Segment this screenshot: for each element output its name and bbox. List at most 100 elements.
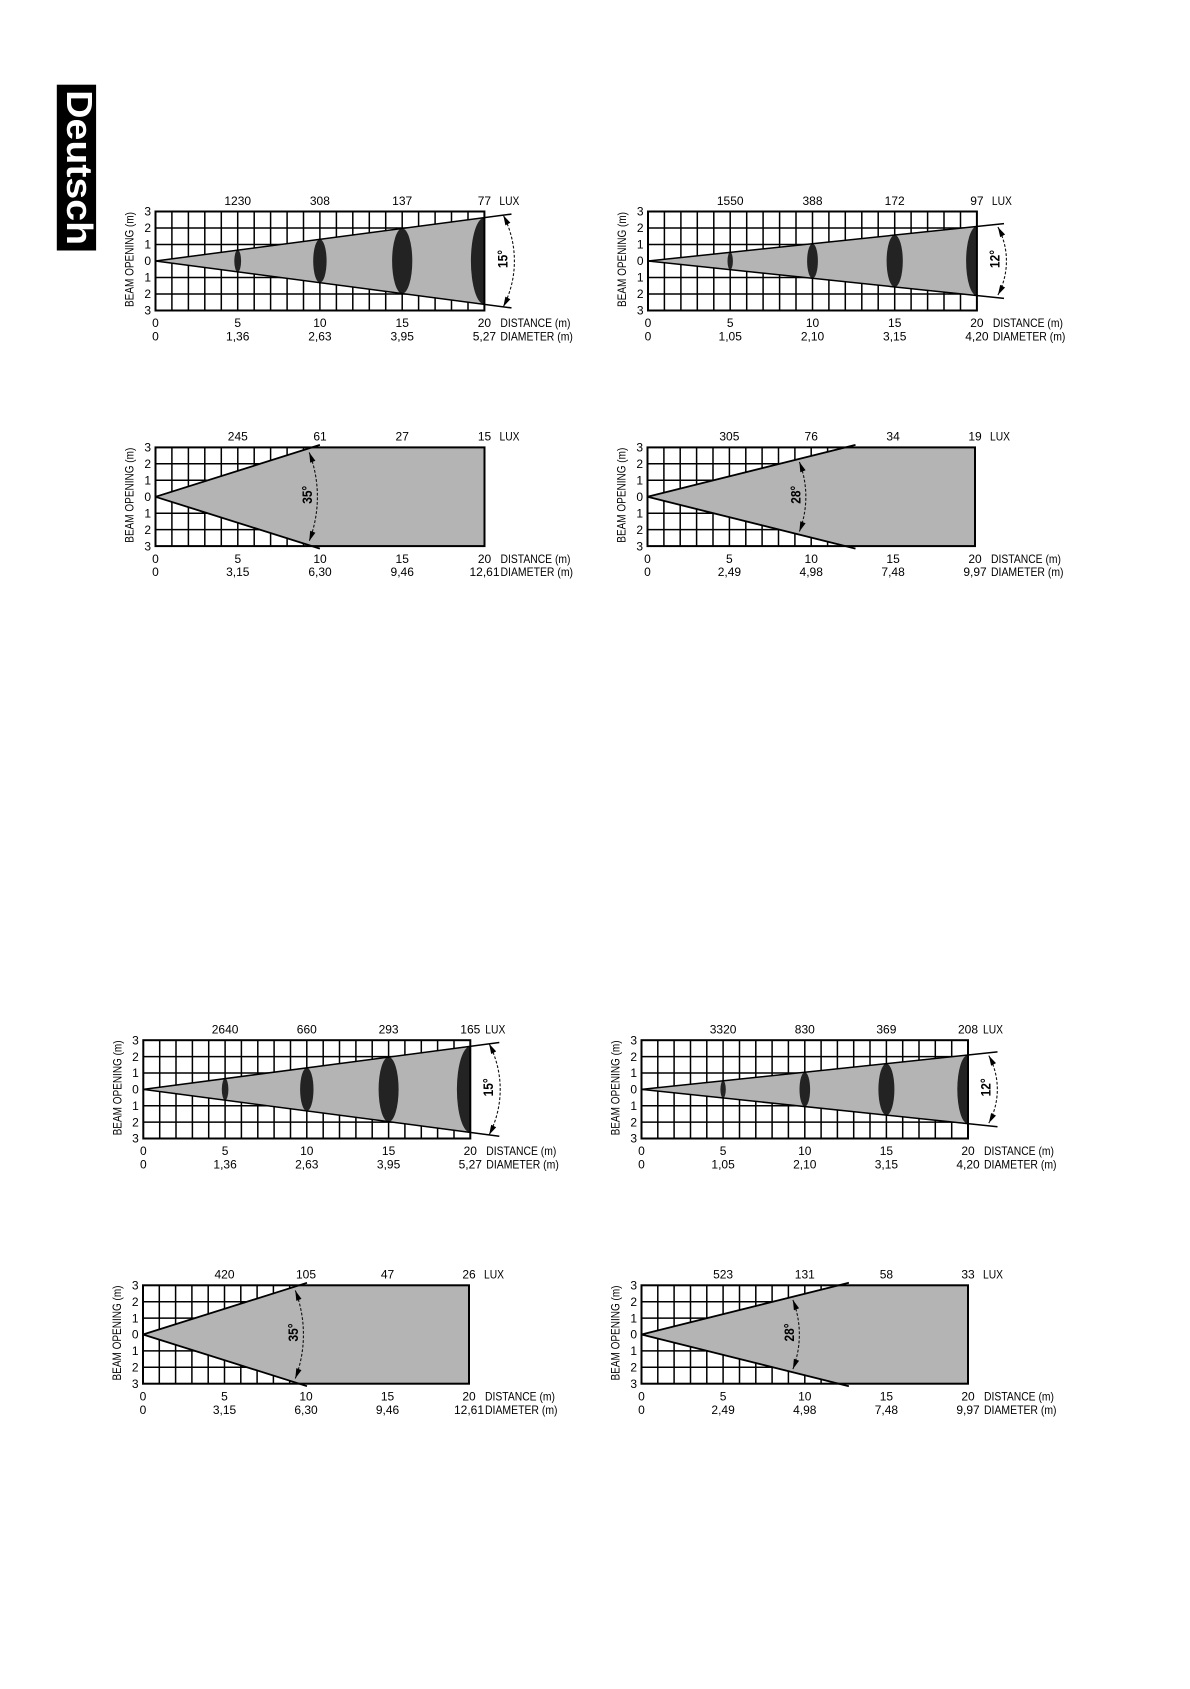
svg-text:369: 369 (876, 1023, 896, 1037)
svg-text:0: 0 (140, 1158, 147, 1172)
svg-text:0: 0 (637, 254, 644, 268)
svg-text:305: 305 (719, 430, 739, 444)
svg-text:420: 420 (214, 1268, 234, 1282)
svg-text:BEAM OPENING (m): BEAM OPENING (m) (123, 448, 137, 543)
svg-text:0: 0 (630, 1328, 637, 1342)
svg-text:27: 27 (396, 430, 410, 444)
svg-text:3: 3 (630, 1033, 637, 1047)
svg-text:15: 15 (381, 1389, 395, 1403)
svg-text:9,46: 9,46 (376, 1403, 400, 1417)
svg-text:BEAM OPENING (m): BEAM OPENING (m) (609, 1286, 623, 1381)
svg-text:DIAMETER (m): DIAMETER (m) (993, 330, 1066, 344)
svg-text:2: 2 (630, 1115, 637, 1129)
svg-text:LUX: LUX (990, 430, 1010, 444)
svg-text:4,98: 4,98 (800, 565, 824, 579)
svg-text:9,97: 9,97 (963, 565, 987, 579)
svg-text:DIAMETER (m): DIAMETER (m) (984, 1158, 1057, 1172)
svg-text:33: 33 (961, 1268, 975, 1282)
svg-text:245: 245 (228, 430, 248, 444)
svg-text:5: 5 (720, 1389, 727, 1403)
svg-text:10: 10 (798, 1389, 812, 1403)
svg-text:3,15: 3,15 (226, 565, 250, 579)
svg-text:1: 1 (630, 1311, 637, 1325)
svg-text:2640: 2640 (212, 1023, 239, 1037)
svg-text:1: 1 (636, 474, 643, 488)
svg-text:DISTANCE (m): DISTANCE (m) (993, 316, 1063, 330)
svg-text:76: 76 (805, 430, 819, 444)
svg-text:1,36: 1,36 (226, 330, 250, 344)
svg-text:3320: 3320 (710, 1023, 737, 1037)
svg-text:0: 0 (638, 1389, 645, 1403)
svg-text:47: 47 (381, 1268, 395, 1282)
svg-text:DIAMETER (m): DIAMETER (m) (984, 1403, 1057, 1417)
svg-text:105: 105 (296, 1268, 316, 1282)
svg-text:DISTANCE (m): DISTANCE (m) (500, 316, 570, 330)
svg-text:20: 20 (961, 1389, 975, 1403)
svg-text:LUX: LUX (983, 1268, 1003, 1282)
svg-text:9,46: 9,46 (391, 565, 415, 579)
svg-text:1: 1 (630, 1066, 637, 1080)
svg-text:2,49: 2,49 (718, 565, 742, 579)
svg-text:3: 3 (637, 304, 644, 318)
svg-text:26: 26 (462, 1268, 476, 1282)
svg-text:1230: 1230 (224, 194, 251, 208)
svg-text:1: 1 (144, 238, 151, 252)
svg-text:20: 20 (478, 316, 492, 330)
svg-text:12,61: 12,61 (469, 565, 499, 579)
svg-text:DIAMETER (m): DIAMETER (m) (991, 565, 1064, 579)
svg-text:0: 0 (636, 490, 643, 504)
svg-text:9,97: 9,97 (956, 1403, 980, 1417)
svg-text:5,27: 5,27 (473, 330, 497, 344)
svg-text:0: 0 (644, 552, 651, 566)
svg-text:12°: 12° (987, 250, 1002, 268)
svg-text:5: 5 (221, 1389, 228, 1403)
svg-text:208: 208 (958, 1023, 978, 1037)
svg-text:0: 0 (140, 1389, 147, 1403)
svg-text:BEAM OPENING (m): BEAM OPENING (m) (615, 212, 629, 307)
svg-text:0: 0 (638, 1158, 645, 1172)
svg-text:BEAM OPENING (m): BEAM OPENING (m) (111, 1040, 125, 1135)
svg-text:2: 2 (132, 1295, 139, 1309)
svg-text:1,05: 1,05 (711, 1158, 735, 1172)
svg-text:97: 97 (970, 194, 984, 208)
svg-text:3: 3 (630, 1377, 637, 1391)
svg-text:58: 58 (880, 1268, 894, 1282)
svg-text:5: 5 (720, 1144, 727, 1158)
svg-text:BEAM OPENING (m): BEAM OPENING (m) (615, 448, 629, 543)
svg-text:DIAMETER (m): DIAMETER (m) (485, 1403, 558, 1417)
svg-text:137: 137 (392, 194, 412, 208)
svg-text:293: 293 (379, 1023, 399, 1037)
svg-text:1: 1 (637, 271, 644, 285)
svg-text:3: 3 (144, 539, 151, 553)
svg-text:15: 15 (396, 552, 410, 566)
svg-text:2: 2 (636, 523, 643, 537)
svg-text:2,10: 2,10 (801, 330, 825, 344)
svg-text:2: 2 (637, 221, 644, 235)
svg-text:DISTANCE (m): DISTANCE (m) (485, 1389, 555, 1403)
svg-text:0: 0 (132, 1083, 139, 1097)
svg-text:3: 3 (132, 1279, 139, 1293)
svg-text:10: 10 (313, 316, 327, 330)
svg-text:LUX: LUX (500, 430, 520, 444)
svg-text:3: 3 (636, 539, 643, 553)
svg-text:77: 77 (478, 194, 492, 208)
svg-text:DISTANCE (m): DISTANCE (m) (991, 552, 1061, 566)
svg-text:3: 3 (132, 1033, 139, 1047)
svg-text:2: 2 (132, 1050, 139, 1064)
svg-text:3,15: 3,15 (883, 330, 907, 344)
svg-text:15°: 15° (495, 250, 510, 268)
svg-text:5: 5 (222, 1144, 229, 1158)
svg-text:0: 0 (132, 1328, 139, 1342)
svg-text:131: 131 (795, 1268, 815, 1282)
svg-text:0: 0 (630, 1083, 637, 1097)
svg-text:LUX: LUX (484, 1268, 504, 1282)
svg-text:523: 523 (713, 1268, 733, 1282)
svg-text:3: 3 (636, 441, 643, 455)
svg-text:5,27: 5,27 (459, 1158, 483, 1172)
svg-text:12,61: 12,61 (454, 1403, 484, 1417)
svg-text:2: 2 (630, 1295, 637, 1309)
svg-text:20: 20 (968, 552, 982, 566)
svg-text:BEAM OPENING (m): BEAM OPENING (m) (609, 1040, 623, 1135)
svg-text:388: 388 (802, 194, 822, 208)
svg-text:5: 5 (234, 316, 241, 330)
